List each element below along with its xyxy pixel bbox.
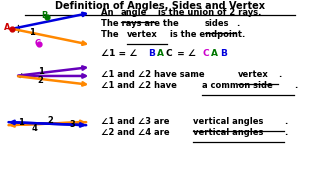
Text: .: . [278,70,281,79]
Text: The rays are the: The rays are the [101,19,181,28]
Text: ∠1 = ∠: ∠1 = ∠ [101,50,137,59]
Text: B: B [42,11,48,20]
Text: C: C [166,50,172,59]
Text: vertical angles: vertical angles [193,128,263,137]
Text: a common side: a common side [203,81,273,90]
Text: An: An [101,8,116,17]
Text: vertex: vertex [127,30,158,39]
Text: angle: angle [121,8,147,17]
Text: sides: sides [205,19,229,28]
Text: ∠1 and ∠3 are: ∠1 and ∠3 are [101,117,172,126]
Text: 1: 1 [38,68,44,76]
Text: C: C [203,50,209,59]
Text: The: The [101,30,121,39]
Text: ∠2 and ∠4 are: ∠2 and ∠4 are [101,128,172,137]
Text: C: C [35,39,41,48]
Text: ∠1 and ∠2 have: ∠1 and ∠2 have [101,81,180,90]
Text: Definition of Angles, Sides and Vertex: Definition of Angles, Sides and Vertex [55,1,265,11]
Text: .: . [284,128,287,137]
Text: 1: 1 [18,118,23,127]
Text: .: . [294,81,297,90]
Text: 3: 3 [70,120,76,129]
Text: .: . [236,19,240,28]
Text: = ∠: = ∠ [174,50,196,59]
Text: A: A [4,23,10,32]
Text: A: A [156,50,164,59]
Text: A: A [211,50,218,59]
Text: is the endpoint.: is the endpoint. [167,30,245,39]
Text: B: B [148,50,155,59]
Text: B: B [220,50,227,59]
Text: 2: 2 [38,76,44,85]
Text: 4: 4 [31,124,37,133]
Text: 2: 2 [47,116,53,125]
Text: .: . [284,117,287,126]
Text: 1: 1 [29,28,35,37]
Text: ∠1 and ∠2 have same: ∠1 and ∠2 have same [101,70,207,79]
Text: is the union of 2 rays.: is the union of 2 rays. [155,8,261,17]
Text: vertical angles: vertical angles [193,117,263,126]
Text: vertex: vertex [238,70,269,79]
